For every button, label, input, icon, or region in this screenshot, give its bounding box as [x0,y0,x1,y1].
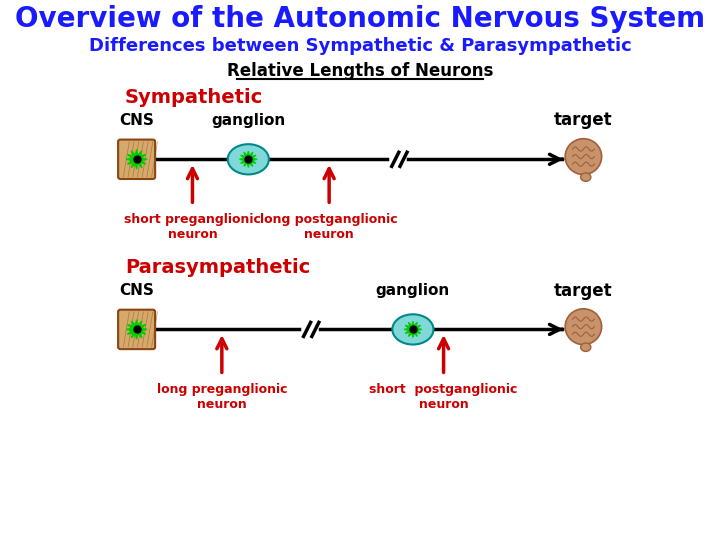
Polygon shape [126,320,147,339]
Text: Differences between Sympathetic & Parasympathetic: Differences between Sympathetic & Parasy… [89,37,631,55]
Ellipse shape [228,144,269,174]
Ellipse shape [565,309,602,345]
Ellipse shape [580,343,591,352]
Text: Sympathetic: Sympathetic [125,87,263,107]
Text: target: target [554,111,613,130]
Polygon shape [126,150,147,169]
Text: long postganglionic
neuron: long postganglionic neuron [261,213,398,241]
Text: long preganglionic
neuron: long preganglionic neuron [156,383,287,411]
Text: CNS: CNS [120,283,154,298]
Text: ganglion: ganglion [376,283,450,298]
Text: short preganglionic
neuron: short preganglionic neuron [124,213,261,241]
Ellipse shape [392,314,433,345]
Ellipse shape [580,173,591,181]
Text: CNS: CNS [120,113,154,128]
Polygon shape [240,151,257,167]
Text: short  postganglionic
neuron: short postganglionic neuron [369,383,518,411]
Text: target: target [554,281,613,300]
Text: Relative Lengths of Neurons: Relative Lengths of Neurons [227,62,493,80]
Text: ganglion: ganglion [211,113,285,128]
Text: Parasympathetic: Parasympathetic [125,258,310,277]
FancyBboxPatch shape [118,310,155,349]
Ellipse shape [565,139,602,174]
FancyBboxPatch shape [118,140,155,179]
Text: Overview of the Autonomic Nervous System: Overview of the Autonomic Nervous System [15,5,705,33]
Polygon shape [404,321,422,338]
